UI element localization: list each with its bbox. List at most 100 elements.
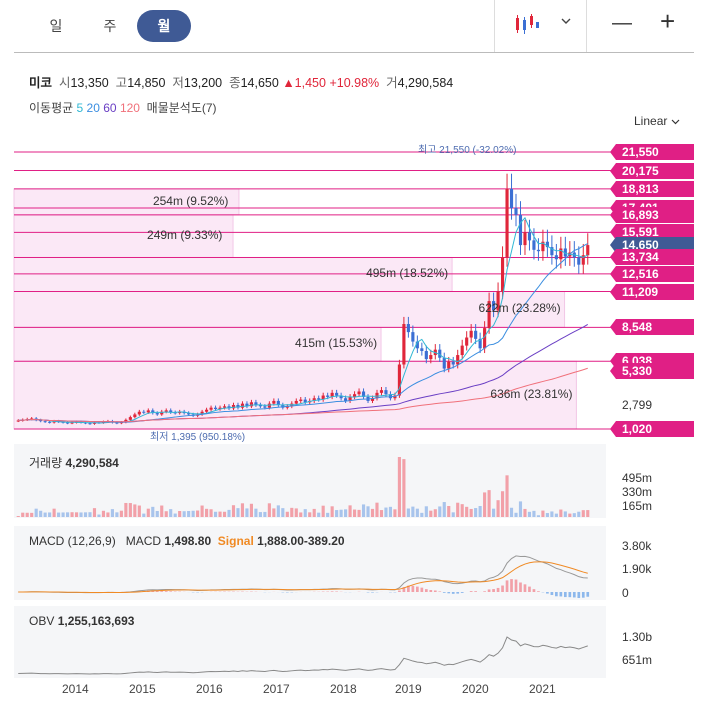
candle-body <box>496 291 500 311</box>
candle-body <box>536 249 540 252</box>
volume-bar <box>227 509 231 517</box>
chevron-down-icon[interactable] <box>561 18 571 26</box>
candle-body <box>222 406 227 408</box>
volume-bar <box>335 510 339 517</box>
macd-hist-bar <box>568 592 572 598</box>
candle-body <box>263 406 267 408</box>
volume-bar <box>272 508 276 517</box>
close-value: 14,650 <box>240 76 279 90</box>
candle-body <box>492 301 496 311</box>
macd-hist-bar <box>474 591 477 592</box>
candle-body <box>465 337 469 346</box>
candle-body <box>415 341 419 349</box>
open-label: 시 <box>58 76 71 90</box>
volume-profile-bar <box>13 360 577 430</box>
candlestick-chart-icon[interactable] <box>514 13 540 35</box>
candle-body <box>169 410 173 413</box>
volume-profile-label: 495m (18.52%) <box>366 266 449 281</box>
volume-bar <box>559 509 563 517</box>
volume-bar <box>577 511 581 517</box>
macd-hist-bar <box>528 586 531 592</box>
candle-body <box>447 361 451 369</box>
macd-hist-bar <box>151 590 155 592</box>
candle-body <box>30 418 34 420</box>
zoom-in-button[interactable]: + <box>660 6 676 36</box>
volume-bar <box>245 508 249 517</box>
macd-panel-title: MACD (12,26,9) MACD 1,498.80 Signal 1,88… <box>29 534 345 548</box>
volume-bar <box>142 513 146 517</box>
volume-value: 4,290,584 <box>397 76 454 90</box>
volume-bar <box>572 513 576 517</box>
volume-bar <box>469 508 473 517</box>
obv-axis-1: 651m <box>622 653 653 667</box>
candle-body <box>200 411 204 415</box>
candle-body <box>124 419 128 423</box>
obv-value: 1,255,163,693 <box>57 614 135 628</box>
tab-month[interactable]: 월 <box>137 10 191 42</box>
candle-body <box>133 414 137 418</box>
ohlc-summary: 미코 시13,350 고14,850 저13,200 종14,650 ▲1,45… <box>29 72 453 91</box>
volume-bar <box>151 506 155 517</box>
macd-hist-bar <box>160 591 164 592</box>
macd-hist-value: -389.20 <box>303 534 345 548</box>
volume-bar <box>119 510 123 517</box>
macd-params: MACD (12,26,9) <box>29 534 116 548</box>
macd-hist-bar <box>483 591 486 592</box>
volume-bar <box>541 510 545 517</box>
volume-bar <box>474 508 478 517</box>
candle-body <box>294 400 298 404</box>
volume-bar <box>191 510 195 517</box>
volume-bar <box>411 506 415 517</box>
volume-bar <box>348 505 352 517</box>
volume-bar <box>568 513 572 517</box>
tab-day[interactable]: 일 <box>49 18 63 34</box>
volume-profile-label: 415m (15.53%) <box>295 336 378 351</box>
stock-name: 미코 <box>29 76 53 90</box>
low-label: 저 <box>172 76 184 90</box>
volume-bar <box>160 505 164 517</box>
zoom-out-button[interactable]: — <box>612 12 632 34</box>
volume-bar <box>424 506 428 517</box>
tab-week[interactable]: 주 <box>103 18 117 34</box>
candle-body <box>88 423 92 425</box>
macd-hist-bar <box>398 590 401 592</box>
volume-bar <box>384 507 388 517</box>
volume-bar <box>321 505 325 517</box>
volume-bar <box>308 512 312 517</box>
volume-bar <box>353 509 357 517</box>
macd-hist-bar <box>416 586 419 592</box>
volume-bar <box>79 512 83 517</box>
candle-body <box>178 411 182 414</box>
volume-bar <box>492 508 496 517</box>
candle-body <box>205 409 209 412</box>
candle-body <box>317 398 321 400</box>
scale-selector[interactable]: Linear <box>634 114 680 128</box>
ma-label: 이동평균 <box>29 101 74 115</box>
candle-body <box>487 301 491 329</box>
volume-bar <box>330 506 334 517</box>
high-label: 고 <box>115 76 128 90</box>
candle-body <box>563 248 567 257</box>
volume-bar <box>281 508 285 517</box>
volume-bar <box>299 512 303 517</box>
candle-body <box>397 364 401 396</box>
ma-5: 5 <box>76 101 84 115</box>
scale-label: Linear <box>634 114 668 128</box>
volume-profile-label: 254m (9.52%) <box>152 193 229 208</box>
volume-bar <box>505 475 509 517</box>
candle-body <box>142 411 146 413</box>
candle-body <box>424 351 428 360</box>
candle-body <box>115 422 119 424</box>
candle-body <box>213 407 218 410</box>
volume-bar <box>182 511 186 517</box>
volume-bar <box>375 502 379 517</box>
volume-bar <box>406 508 410 517</box>
candle-body <box>545 241 549 248</box>
moving-average-legend[interactable]: 이동평균 5 20 60 120 매물분석도(7) <box>29 99 217 116</box>
macd-hist-bar <box>411 585 415 592</box>
volume-bar <box>222 511 227 517</box>
macd-hist-bar <box>424 589 428 592</box>
volume-bar <box>164 511 168 517</box>
candle-body <box>258 404 262 407</box>
